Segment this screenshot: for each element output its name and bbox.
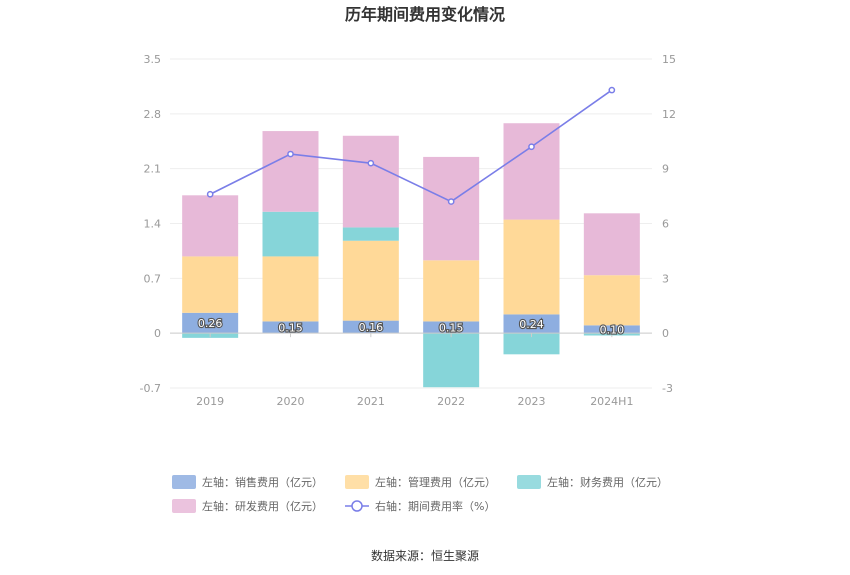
- chart-title: 历年期间费用变化情况: [345, 5, 505, 24]
- bar: [503, 314, 560, 334]
- bar: [423, 321, 480, 334]
- bar-value-label: 0.15: [439, 321, 464, 334]
- axes: -0.7 -3 0 0 0.7 3 1.4 6 2.1 9 2.8 12 3.5 15 2019 2020 20…: [140, 53, 676, 408]
- bar: [503, 333, 560, 355]
- right-tick-label: 12: [662, 108, 676, 121]
- bar: [342, 227, 399, 241]
- legend-label: 左轴：财务费用（亿元）: [547, 475, 668, 489]
- bar: [262, 321, 319, 334]
- legend-swatch: [172, 499, 196, 513]
- bar: [182, 312, 239, 334]
- left-tick-label: 2.1: [144, 163, 162, 176]
- bar: [262, 256, 319, 322]
- bar: [342, 320, 399, 334]
- line-path: [209, 89, 613, 203]
- bar: [182, 256, 239, 313]
- bar: [342, 240, 399, 321]
- legend-item[interactable]: 左轴：销售费用（亿元）: [172, 475, 323, 489]
- left-tick-label: 1.4: [144, 218, 162, 231]
- bar-value-label: 0.26: [198, 317, 223, 330]
- legend-item[interactable]: 左轴：管理费用（亿元）: [345, 475, 496, 489]
- x-tick-label: 2021: [357, 395, 385, 408]
- legend-swatch: [345, 475, 369, 489]
- legend-label: 左轴：管理费用（亿元）: [375, 475, 496, 489]
- legend-swatch-point: [351, 500, 363, 512]
- bar-value-label: 0.24: [519, 318, 544, 331]
- bar: [423, 333, 480, 388]
- line-point: [608, 86, 616, 94]
- right-tick-label: 9: [662, 163, 669, 176]
- bar: [503, 219, 560, 315]
- legend-label: 左轴：销售费用（亿元）: [202, 475, 323, 489]
- x-tick-label: 2023: [518, 395, 546, 408]
- left-tick-label: -0.7: [140, 382, 161, 395]
- bar: [503, 123, 560, 220]
- x-tick-label: 2019: [196, 395, 224, 408]
- legend-label: 左轴：研发费用（亿元）: [202, 499, 323, 513]
- x-tick-label: 2024H1: [590, 395, 633, 408]
- bar: [583, 275, 640, 326]
- legend-item[interactable]: 左轴：研发费用（亿元）: [172, 499, 323, 513]
- bar: [182, 195, 239, 257]
- left-tick-label: 2.8: [144, 108, 162, 121]
- line-series: [206, 86, 616, 205]
- bar: [583, 213, 640, 276]
- left-tick-label: 3.5: [144, 53, 162, 66]
- line-point: [447, 198, 455, 205]
- grid: [170, 58, 652, 389]
- bar-value-label: 0.15: [278, 321, 303, 334]
- left-tick-label: 0.7: [144, 272, 162, 285]
- legend-swatch: [172, 475, 196, 489]
- right-tick-label: 0: [662, 327, 669, 340]
- x-tick-label: 2022: [437, 395, 465, 408]
- line-point: [528, 143, 535, 151]
- left-tick-label: 0: [154, 327, 161, 340]
- right-tick-label: 6: [662, 218, 669, 231]
- bar-value-label: 0.10: [600, 323, 625, 336]
- source-note: 数据来源：恒生聚源: [371, 548, 479, 563]
- x-tick-label: 2020: [277, 395, 305, 408]
- bar: [262, 131, 319, 212]
- legend[interactable]: 左轴：销售费用（亿元） 左轴：管理费用（亿元） 左轴：财务费用（亿元） 左轴：研发费用…: [172, 475, 668, 513]
- bar: [423, 260, 480, 322]
- line-point: [287, 150, 294, 158]
- legend-item[interactable]: 左轴：财务费用（亿元）: [517, 475, 668, 489]
- legend-label: 右轴：期间费用率（%）: [375, 499, 495, 513]
- right-tick-label: 15: [662, 53, 676, 66]
- bar: [423, 156, 480, 261]
- bar-labels: 0.26 0.15 0.16 0.15 0.24 0.10: [197, 316, 625, 337]
- legend-swatch: [517, 475, 541, 489]
- bar: [262, 211, 319, 257]
- bar: [342, 135, 399, 228]
- bar: [583, 325, 640, 334]
- right-tick-label: -3: [662, 382, 673, 395]
- legend-item[interactable]: 右轴：期间费用率（%）: [345, 499, 495, 513]
- right-tick-label: 3: [662, 272, 669, 285]
- bar-value-label: 0.16: [359, 321, 384, 334]
- bars: [182, 123, 640, 388]
- line-point: [206, 190, 214, 198]
- line-point: [367, 159, 375, 167]
